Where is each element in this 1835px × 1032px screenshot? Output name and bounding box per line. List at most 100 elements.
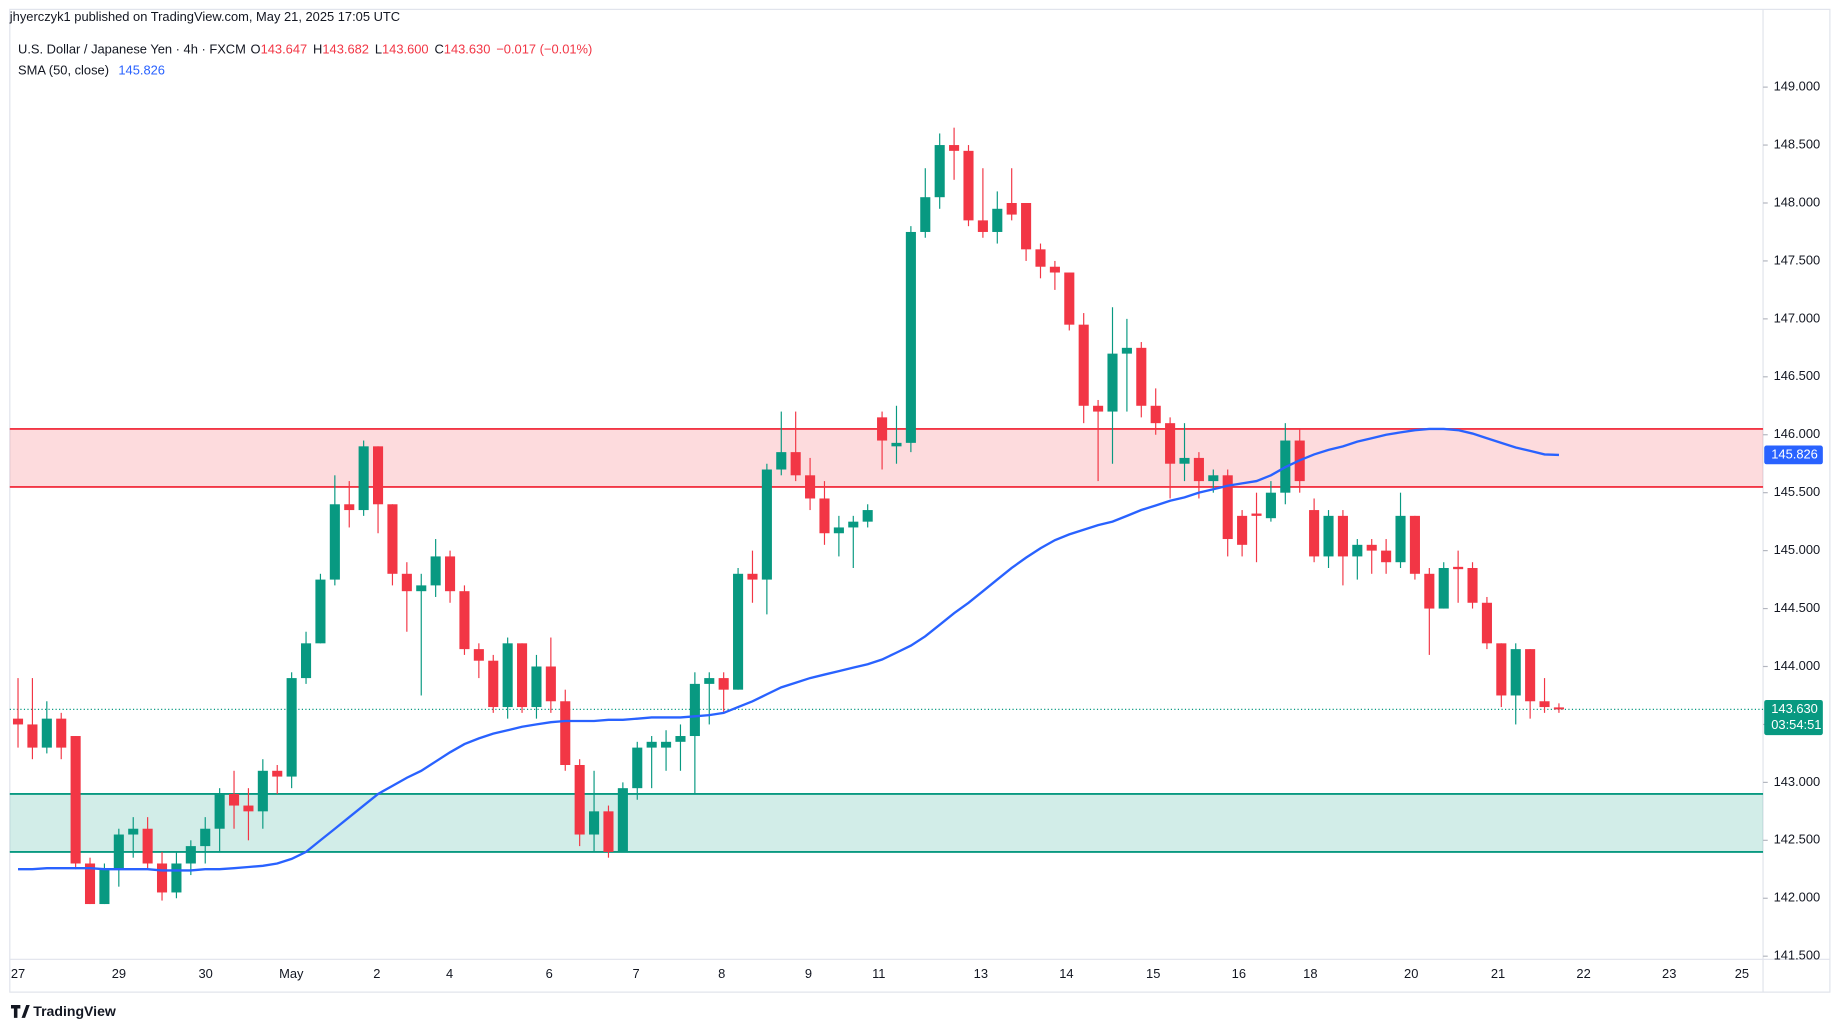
candle-body bbox=[1481, 602, 1492, 644]
candle-body bbox=[1352, 544, 1363, 557]
candle-body bbox=[1136, 347, 1147, 406]
sma-price-label: 145.826 bbox=[1771, 446, 1818, 461]
candle-body bbox=[934, 145, 945, 198]
last-price-label: 143.630 bbox=[1771, 701, 1818, 716]
candle-body bbox=[1496, 643, 1507, 696]
candle-body bbox=[401, 573, 412, 592]
y-tick-label: 148.000 bbox=[1774, 194, 1821, 209]
candle-body bbox=[1467, 568, 1478, 603]
x-tick-label: 18 bbox=[1303, 966, 1317, 981]
y-tick-label: 145.000 bbox=[1774, 542, 1821, 557]
candle-body bbox=[1525, 649, 1536, 702]
sma-legend: SMA (50, close) 145.826 bbox=[18, 63, 165, 78]
candle-body bbox=[1510, 649, 1521, 696]
x-tick-label: May bbox=[279, 966, 304, 981]
candle-body bbox=[761, 469, 772, 580]
candle-body bbox=[128, 828, 139, 835]
candle-body bbox=[99, 869, 110, 905]
candle-body bbox=[733, 573, 744, 690]
candle-body bbox=[574, 764, 585, 835]
candle-body bbox=[862, 510, 873, 522]
candle-body bbox=[358, 446, 369, 511]
candle-body bbox=[1366, 544, 1377, 551]
candle-body bbox=[1438, 568, 1449, 609]
candle-body bbox=[675, 736, 686, 742]
candle-body bbox=[1453, 566, 1464, 570]
x-tick-label: 15 bbox=[1146, 966, 1160, 981]
candle-body bbox=[257, 770, 268, 812]
candle-body bbox=[1093, 405, 1104, 412]
sma-price-box bbox=[1764, 445, 1823, 465]
candle-body bbox=[1107, 353, 1118, 412]
candle-body bbox=[1078, 324, 1089, 406]
candle-body bbox=[473, 649, 484, 661]
candle-body bbox=[833, 527, 844, 534]
candle-body bbox=[459, 591, 470, 650]
candle-body bbox=[430, 556, 441, 586]
legend-value: 143.630 bbox=[444, 42, 491, 57]
candle-body bbox=[200, 828, 211, 847]
x-tick-label: 23 bbox=[1662, 966, 1676, 981]
candle-body bbox=[1251, 513, 1262, 516]
legend-key: L bbox=[375, 42, 382, 57]
candle-body bbox=[877, 417, 888, 441]
logo-mark bbox=[10, 1005, 30, 1018]
candle-body bbox=[1323, 515, 1334, 557]
candle-body bbox=[1237, 515, 1248, 545]
candle-body bbox=[1150, 405, 1161, 424]
y-tick-label: 141.500 bbox=[1774, 948, 1821, 963]
candle-body bbox=[517, 643, 528, 708]
zone bbox=[9, 793, 1764, 852]
y-tick-label: 145.500 bbox=[1774, 484, 1821, 499]
y-tick-label: 147.000 bbox=[1774, 310, 1821, 325]
last-price-box bbox=[1764, 699, 1823, 736]
candle-body bbox=[12, 718, 24, 725]
candle-body bbox=[300, 643, 312, 679]
y-tick-label: 144.500 bbox=[1774, 600, 1821, 615]
candle-body bbox=[1409, 515, 1420, 574]
candle-body bbox=[545, 666, 556, 702]
y-tick-label: 144.000 bbox=[1774, 658, 1821, 673]
candle-body bbox=[1121, 347, 1132, 354]
x-tick-label: 21 bbox=[1491, 966, 1505, 981]
candle-body bbox=[617, 788, 628, 852]
candle-body bbox=[977, 220, 988, 232]
x-tick-label: 8 bbox=[718, 966, 725, 981]
legend-key: H bbox=[313, 42, 322, 57]
legend-change: −0.017 (−0.01%) bbox=[496, 42, 592, 57]
candle-body bbox=[1265, 492, 1276, 519]
published-note: jhyerczyk1 published on TradingView.com,… bbox=[9, 9, 400, 24]
y-tick-label: 146.000 bbox=[1774, 426, 1821, 441]
candle-body bbox=[589, 811, 600, 835]
candle-body bbox=[963, 150, 974, 221]
candle-body bbox=[1165, 423, 1176, 464]
sma-line bbox=[18, 427, 1560, 872]
y-tick-label: 143.000 bbox=[1774, 774, 1821, 789]
candle-body bbox=[344, 504, 355, 511]
candle-body bbox=[387, 504, 398, 574]
x-tick-label: 29 bbox=[112, 966, 126, 981]
candle-body bbox=[1021, 202, 1032, 250]
y-tick-label: 147.500 bbox=[1774, 252, 1821, 267]
candle-body bbox=[329, 504, 340, 580]
candle-body bbox=[315, 579, 326, 644]
sma-name: SMA (50, close) bbox=[18, 63, 109, 78]
candle-body bbox=[603, 811, 614, 852]
candle-body bbox=[1337, 515, 1348, 557]
x-tick-label: 6 bbox=[546, 966, 553, 981]
candle-body bbox=[228, 793, 240, 806]
candle-body bbox=[1553, 707, 1564, 710]
symbol: U.S. Dollar / Japanese Yen · 4h · FXCM bbox=[18, 42, 246, 57]
x-tick-label: 7 bbox=[632, 966, 639, 981]
legend-key: C bbox=[434, 42, 443, 57]
candle-body bbox=[560, 701, 571, 765]
candle-body bbox=[661, 741, 672, 748]
candle-body bbox=[1424, 573, 1435, 609]
candle-body bbox=[819, 498, 830, 534]
candle-body bbox=[214, 793, 225, 829]
candle-body bbox=[790, 452, 801, 476]
legend-key: O bbox=[251, 42, 261, 57]
candle-body bbox=[373, 446, 384, 505]
